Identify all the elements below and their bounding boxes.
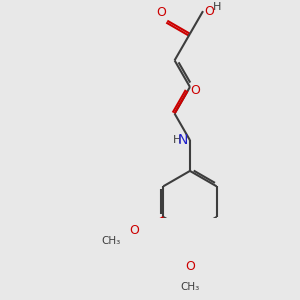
Text: O: O (190, 85, 200, 98)
Text: H: H (213, 2, 221, 13)
Text: CH₃: CH₃ (180, 283, 200, 292)
Text: O: O (129, 224, 139, 237)
Text: N: N (178, 133, 188, 147)
Text: O: O (156, 6, 166, 19)
Text: H: H (173, 135, 181, 145)
Text: CH₃: CH₃ (101, 236, 121, 246)
Text: O: O (205, 4, 214, 18)
Text: O: O (185, 260, 195, 273)
